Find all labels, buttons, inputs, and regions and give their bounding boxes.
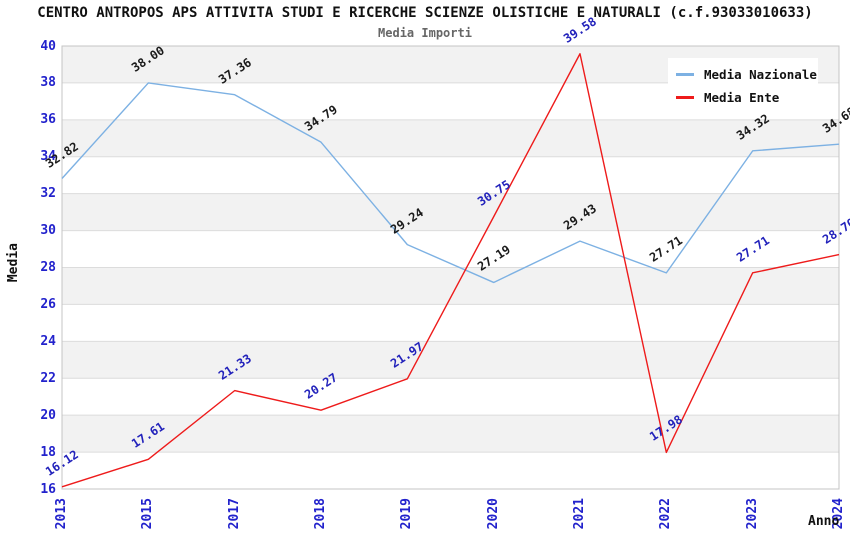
y-tick-label: 36 bbox=[40, 112, 56, 128]
y-tick-label: 26 bbox=[40, 296, 56, 312]
x-tick-label: 2015 bbox=[140, 498, 156, 530]
band bbox=[62, 415, 839, 453]
y-tick-label: 28 bbox=[40, 260, 56, 275]
y-tick-label: 20 bbox=[40, 407, 56, 423]
x-tick-label: 2019 bbox=[399, 498, 415, 530]
x-axis-title: Anno bbox=[808, 514, 840, 529]
y-tick-label: 32 bbox=[40, 186, 56, 202]
legend-item-1: Media Ente bbox=[676, 90, 814, 105]
plot-border bbox=[61, 45, 840, 490]
y-axis-title: Media bbox=[6, 243, 21, 283]
x-tick-label: 2023 bbox=[744, 498, 760, 530]
legend-label: Media Ente bbox=[704, 90, 780, 105]
x-tick-label: 2022 bbox=[658, 498, 674, 530]
x-tick-label: 2018 bbox=[313, 498, 328, 530]
series-line-1 bbox=[61, 53, 840, 488]
legend-label: Media Nazionale bbox=[704, 67, 817, 82]
x-tick-label: 2013 bbox=[54, 498, 69, 530]
x-tick-label: 2017 bbox=[226, 498, 242, 530]
legend: Media Nazionale Media Ente bbox=[668, 58, 818, 113]
y-tick-label: 38 bbox=[40, 75, 56, 91]
y-tick-label: 18 bbox=[40, 444, 56, 460]
y-tick-label: 30 bbox=[40, 223, 56, 239]
legend-item-0: Media Nazionale bbox=[676, 67, 817, 82]
y-tick-label: 16 bbox=[40, 481, 56, 497]
band bbox=[62, 193, 839, 231]
y-tick-label: 24 bbox=[40, 333, 56, 349]
y-tick-label: 34 bbox=[40, 149, 56, 165]
band bbox=[62, 341, 839, 379]
x-tick-label: 2021 bbox=[572, 498, 587, 530]
legend-swatch-icon bbox=[676, 73, 694, 76]
series-line-0 bbox=[61, 82, 840, 284]
band bbox=[62, 119, 839, 157]
chart-subtitle: Media Importi bbox=[378, 26, 472, 40]
y-tick-label: 22 bbox=[40, 370, 56, 386]
chart-title: CENTRO ANTROPOS APS ATTIVITA STUDI E RIC… bbox=[37, 5, 813, 21]
legend-swatch-icon bbox=[676, 96, 694, 99]
y-tick-label: 40 bbox=[40, 38, 56, 54]
x-tick-label: 2020 bbox=[485, 498, 501, 530]
